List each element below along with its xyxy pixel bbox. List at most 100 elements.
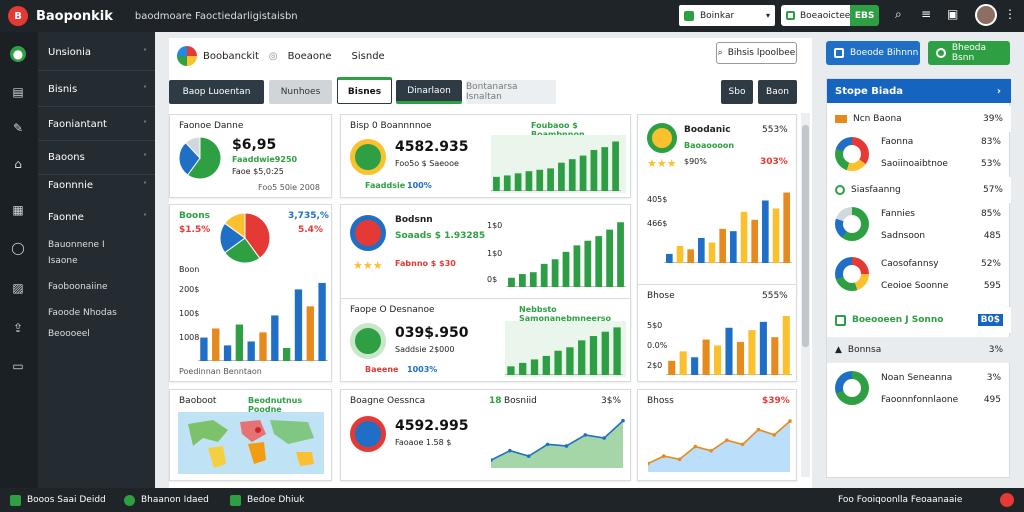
chart-bar xyxy=(223,345,232,361)
stats-row[interactable]: Sadnsoon 485 xyxy=(881,231,1001,241)
status-item-3[interactable]: Bedoe Dhiuk xyxy=(230,494,304,506)
stats-row[interactable]: Ceoioe Soonne 595 xyxy=(881,281,1001,291)
sidebar-item-10[interactable]: Faoode Nhodas xyxy=(48,308,147,318)
status-item-2[interactable]: Bhaanon Idaed xyxy=(124,494,209,506)
breadcrumb-item-3[interactable]: Sisnde xyxy=(351,50,385,62)
dashboard-icon[interactable]: ● xyxy=(10,46,26,62)
sidebar-item-6[interactable]: Faonne ˅ xyxy=(48,212,147,223)
sidebar-item-7[interactable]: Bauonnene I xyxy=(48,240,147,250)
tab-icon-button-1[interactable]: Sbo xyxy=(721,80,753,104)
sidebar-item-1[interactable]: Unsionia ˅ xyxy=(48,47,147,58)
status-pill[interactable]: Boeaoictee EBS xyxy=(781,5,879,26)
sidebar-item-8[interactable]: Isaone xyxy=(48,256,147,266)
tab-3[interactable]: Bisnes xyxy=(337,77,392,104)
card-growth[interactable]: Boagne Oessnca 18 Bosniid 3$% 4592.995 F… xyxy=(340,389,631,481)
chat-icon[interactable]: ◯ xyxy=(11,241,25,255)
card-map[interactable]: Baoboot Beodnutnus Poodne xyxy=(169,389,332,481)
world-map xyxy=(178,412,324,474)
chevron-right-icon[interactable]: › xyxy=(996,85,1001,97)
card-sub: Soaads $ 1.93285 xyxy=(395,231,486,241)
card-breakdown[interactable]: Boons $1.5% 3,735,% 5.4% Boon 200$ 100$ … xyxy=(169,204,332,382)
card-overview[interactable]: Boodanic Baoaoooon 553% 303% ★★★ $90% 40… xyxy=(637,114,797,290)
right-panel: Boeode Bihnnn Bheoda Bsnn Stope Biada › N… xyxy=(826,38,1011,488)
edit-icon[interactable]: ✎ xyxy=(12,121,24,135)
tab-1[interactable]: Baop Luoentan xyxy=(169,80,264,104)
app-subtitle: baodmoare Faoctiedarligistaisbn xyxy=(134,10,298,22)
chart-bar xyxy=(235,324,244,361)
sidebar-item-11[interactable]: Beoooeel xyxy=(48,329,147,339)
sidebar-item-5[interactable]: Faonnnie ˅ xyxy=(48,180,147,191)
card-distribution[interactable]: Bhose 555% 5$0 0.0% 2$0 xyxy=(637,284,797,382)
chart-bar xyxy=(730,231,737,263)
line-area xyxy=(491,420,623,468)
card-title: Bisp 0 Boannnnoe xyxy=(350,121,432,131)
card-forecast[interactable]: Faope O Desnanoe Nebbsto Samonanebmneers… xyxy=(340,298,631,382)
calendar-icon[interactable]: ▦ xyxy=(12,203,24,217)
document-icon[interactable]: ▤ xyxy=(12,85,24,99)
chart-bar xyxy=(562,251,570,287)
tab-2[interactable]: Nunhoes xyxy=(269,80,332,104)
main-scrollbar[interactable] xyxy=(801,113,810,477)
image-icon[interactable]: ▨ xyxy=(12,281,24,295)
sidebar-item-9[interactable]: Faoboonaiine xyxy=(48,282,147,292)
stats-row[interactable]: Caosofannsy 52% xyxy=(881,259,1001,269)
stats-row[interactable]: Saoiinoaibtnoe 53% xyxy=(881,159,1001,169)
status-bar: Booos Saai Deidd Bhaanon Idaed Bedoe Dhi… xyxy=(0,488,1024,512)
breadcrumb-item-2[interactable]: Boeaone xyxy=(287,50,332,62)
tab-4[interactable]: Dinarlaon xyxy=(396,80,462,104)
more-icon[interactable]: ⋮ xyxy=(1004,7,1016,21)
search-icon[interactable]: ⌕ xyxy=(895,7,902,21)
breadcrumb-item-1[interactable]: Boobanckit xyxy=(203,50,259,62)
card-sub2: Faoe $5,0:25 xyxy=(232,167,284,176)
stats-row[interactable]: Faoonnfonnlaone 495 xyxy=(881,395,1001,405)
line-area xyxy=(648,421,790,472)
card-footer: Foo5 50ie 2008 xyxy=(258,183,320,192)
stats-row[interactable]: Siasfaanng 57% xyxy=(827,177,1011,203)
stats-row[interactable]: Noan Seneanna 3% xyxy=(881,373,1001,383)
search-button[interactable]: ⌕ Bihsis lpoolbee xyxy=(716,42,797,64)
pie-slice xyxy=(244,213,270,259)
chart-bar xyxy=(759,321,767,375)
user-icon[interactable] xyxy=(1000,493,1014,507)
chart-bar xyxy=(525,171,533,191)
tab-icon-button-2[interactable]: Baon xyxy=(758,80,797,104)
status-icon xyxy=(835,185,845,195)
data-point xyxy=(740,442,745,447)
sidebar-item-4[interactable]: Baoons ˅ xyxy=(48,152,147,163)
card-sub: Baoaoooon xyxy=(684,141,735,150)
card-footer-value: 100% xyxy=(407,181,432,190)
card-sales[interactable]: Bisp 0 Boannnnoe Foubaoo $ Boambnnon 458… xyxy=(340,114,631,198)
chart-bar xyxy=(676,245,684,263)
sidebar-item-3[interactable]: Faoniantant ˅ xyxy=(48,119,147,130)
status-badge: EBS xyxy=(850,5,879,26)
chevron-down-icon: ˅ xyxy=(143,120,147,129)
card-value: 555% xyxy=(762,291,788,301)
tab-5[interactable]: Bontanarsa Isnaltan xyxy=(466,80,556,104)
chart-bar xyxy=(762,200,769,263)
chevron-down-icon: ˅ xyxy=(143,153,147,162)
stats-row[interactable]: Boeooeen J Sonno B0$ xyxy=(827,307,1011,333)
tick-label: 1008 xyxy=(179,333,200,342)
stats-row[interactable]: Faonna 83% xyxy=(881,137,1001,147)
stats-row[interactable]: Fannies 85% xyxy=(881,209,1001,219)
chart-bar xyxy=(679,351,687,375)
notifications-icon[interactable]: ▣ xyxy=(947,7,959,21)
secondary-action-button[interactable]: Bheoda Bsnn xyxy=(928,41,1010,65)
card-revenue[interactable]: Faonoe Danne $6,95 Faaddwie9250 Faoe $5,… xyxy=(169,114,332,198)
avatar[interactable] xyxy=(975,4,997,26)
stats-row[interactable]: ▲ Bonnsa 3% xyxy=(827,337,1011,363)
stats-row[interactable]: Ncn Baona 39% xyxy=(827,106,1011,132)
home-icon[interactable]: ⌂ xyxy=(14,157,22,171)
chart-bar xyxy=(547,168,554,191)
primary-action-button[interactable]: Boeode Bihnnn xyxy=(826,41,920,65)
scrollbar-thumb[interactable] xyxy=(802,125,809,347)
menu-icon[interactable]: ≡ xyxy=(921,7,932,21)
archive-icon[interactable]: ▭ xyxy=(12,359,24,373)
card-trend[interactable]: Bhoss $39% xyxy=(637,389,797,481)
workspace-select[interactable]: Boinkar ▾ xyxy=(679,5,775,26)
app-logo[interactable]: B xyxy=(8,6,28,26)
status-item-1[interactable]: Booos Saai Deidd xyxy=(10,494,106,506)
sidebar-item-2[interactable]: Bisnis ˅ xyxy=(48,84,147,95)
tick-label: 5$0 xyxy=(647,321,663,330)
export-icon[interactable]: ⇪ xyxy=(12,321,24,335)
